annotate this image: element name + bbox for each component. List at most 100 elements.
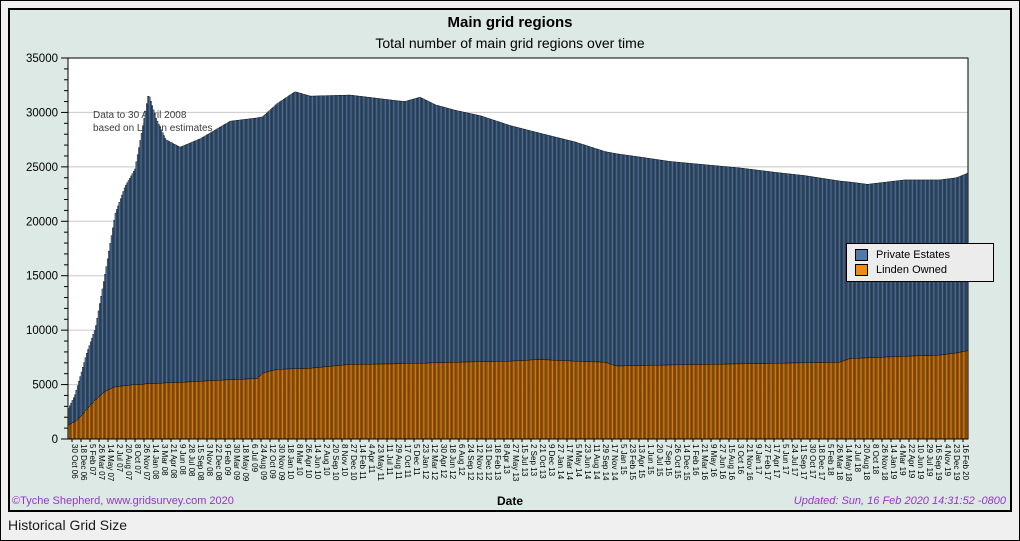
x-tick-label: 14 May 18 [844, 444, 853, 482]
x-tick-label: 7 Sep 15 [664, 444, 673, 477]
x-tick-label: 20 Jul 15 [655, 444, 664, 477]
x-tick-label: 24 Aug 09 [259, 444, 268, 481]
x-tick-label: 23 Jun 14 [583, 444, 592, 480]
x-tick-label: 26 Nov 07 [142, 444, 151, 481]
x-tick-label: 30 Nov 09 [277, 444, 286, 481]
x-tick-label: 2 Jul 18 [853, 444, 862, 473]
x-tick-label: 6 Jul 09 [250, 444, 259, 473]
y-tick-label: 35000 [26, 53, 58, 65]
x-tick-label: 11 Sep 17 [799, 444, 808, 480]
x-tick-label: 17 Mar 14 [565, 444, 574, 481]
x-tick-label: 2 Sep 13 [529, 444, 538, 477]
x-tick-label: 18 Feb 13 [493, 444, 502, 481]
legend-entry-linden-owned: Linden Owned [855, 262, 987, 277]
y-tick-label: 10000 [26, 325, 58, 337]
y-tick-label: 30000 [26, 107, 58, 119]
x-tick-label: 14 Feb 11 [358, 444, 367, 480]
x-tick-label: 5 Dec 11 [412, 444, 421, 476]
x-tick-label: 21 Mar 16 [700, 444, 709, 481]
bars-layer [67, 91, 969, 440]
x-tick-label: 21 Nov 16 [745, 444, 754, 481]
x-tick-label: 15 Aug 16 [727, 444, 736, 481]
x-tick-label: 26 Apr 10 [304, 444, 313, 479]
x-tick-label: 5 Jun 17 [781, 444, 790, 475]
x-tick-label: 18 Jun 12 [448, 444, 457, 480]
x-tick-label: 10 Jun 19 [916, 444, 925, 480]
x-tick-label: 29 Jul 19 [925, 444, 934, 477]
x-tick-label: 17 Nov 14 [610, 444, 619, 481]
x-tick-label: 12 Oct 09 [268, 444, 277, 479]
x-tick-label: 29 Sep 14 [601, 444, 610, 481]
x-tick-label: 5 Feb 07 [88, 444, 97, 476]
x-tick-label: 8 Nov 10 [340, 444, 349, 477]
x-tick-label: 12 Mar 12 [430, 444, 439, 481]
y-tick-label: 25000 [26, 162, 58, 174]
gridsurvey-credit-link[interactable]: ©Tyche Shepherd, www.gridsurvey.com 2020 [12, 495, 234, 507]
x-tick-label: 23 Dec 19 [952, 444, 961, 481]
x-tick-label: 23 May 11 [376, 444, 385, 481]
x-tick-label: 27 Jun 16 [718, 444, 727, 480]
legend-box: Private Estates Linden Owned [846, 243, 994, 282]
x-tick-label: 15 Jul 13 [520, 444, 529, 477]
x-tick-label: 4 Apr 11 [367, 444, 376, 474]
x-tick-label: 14 May 07 [106, 444, 115, 482]
x-tick-label: 26 Oct 15 [673, 444, 682, 479]
x-tick-label: 23 Jan 12 [421, 444, 430, 480]
x-axis: 30 Oct 06 18 Dec 06 5 Feb 07 26 Mar 07 14 Ma… [70, 439, 970, 482]
x-tick-label: 18 Jan 10 [286, 444, 295, 480]
x-tick-label: 3 Nov 08 [205, 444, 214, 477]
x-tick-label: 6 Aug 12 [457, 444, 466, 476]
x-tick-label: 14 Jan 08 [151, 444, 160, 480]
y-tick-label: 20000 [26, 216, 58, 228]
y-tick-label: 15000 [26, 271, 58, 283]
x-tick-label: 13 Apr 15 [637, 444, 646, 479]
x-tick-label: 1 Jun 15 [646, 444, 655, 475]
x-tick-label: 14 Dec 15 [682, 444, 691, 481]
x-tick-label: 18 May 09 [241, 444, 250, 482]
x-tick-label: 8 Oct 18 [871, 444, 880, 475]
x-tick-label: 2 Aug 10 [322, 444, 331, 476]
x-tick-label: 9 Dec 13 [547, 444, 556, 477]
x-tick-label: 27 Jan 14 [556, 444, 565, 480]
x-tick-label: 16 Feb 20 [961, 444, 970, 481]
x-tick-label: 14 Jan 19 [889, 444, 898, 480]
y-axis: 0 5000 10000 15000 20000 25000 30000 35000 [26, 53, 68, 446]
x-tick-label: 14 Jun 10 [313, 444, 322, 480]
x-tick-label: 21 Apr 08 [169, 444, 178, 479]
x-tick-label: 4 Nov 19 [943, 444, 952, 477]
x-tick-label: 22 Apr 19 [907, 444, 916, 479]
x-tick-label: 1 Feb 16 [691, 444, 700, 476]
chart-panel: Main grid regions Total number of main g… [8, 8, 1012, 512]
x-tick-label: 28 Jul 08 [187, 444, 196, 477]
x-tick-label: 22 Dec 08 [214, 444, 223, 481]
legend-swatch-linden-owned-icon [855, 263, 868, 276]
x-tick-label: 23 Feb 15 [628, 444, 637, 481]
x-tick-label: 9 Jun 08 [178, 444, 187, 475]
annotation-line-1: Data to 30 April 2008 [93, 110, 187, 121]
x-tick-label: 11 Aug 14 [592, 444, 601, 480]
x-tick-label: 21 Oct 13 [538, 444, 547, 479]
x-tick-label: 9 Feb 09 [223, 444, 232, 476]
x-tick-label: 27 Dec 10 [349, 444, 358, 481]
legend-swatch-private-estates-icon [855, 248, 868, 261]
x-tick-label: 8 Oct 07 [133, 444, 142, 475]
x-tick-label: 18 Dec 06 [79, 444, 88, 481]
x-tick-label: 30 Apr 12 [439, 444, 448, 479]
x-axis-title: Date [496, 494, 523, 508]
x-tick-label: 31 Dec 12 [484, 444, 493, 481]
x-tick-label: 29 Aug 11 [394, 444, 403, 480]
x-tick-label: 17 Apr 17 [772, 444, 781, 479]
legend-entry-private-estates: Private Estates [855, 247, 987, 262]
page-caption: Historical Grid Size [8, 517, 128, 533]
updated-timestamp: Updated: Sun, 16 Feb 2020 14:31:52 -0800 [793, 495, 1006, 507]
x-tick-label: 24 Sep 12 [466, 444, 475, 481]
x-tick-label: 11 Jul 11 [385, 444, 394, 476]
x-tick-label: 5 May 14 [574, 444, 583, 477]
x-tick-label: 5 Feb 18 [826, 444, 835, 476]
x-tick-label: 12 Nov 12 [475, 444, 484, 481]
x-tick-label: 20 Aug 18 [862, 444, 871, 481]
y-tick-label: 5000 [32, 380, 58, 392]
x-tick-label: 8 Mar 10 [295, 444, 304, 476]
legend-label-private-estates: Private Estates [876, 248, 950, 261]
